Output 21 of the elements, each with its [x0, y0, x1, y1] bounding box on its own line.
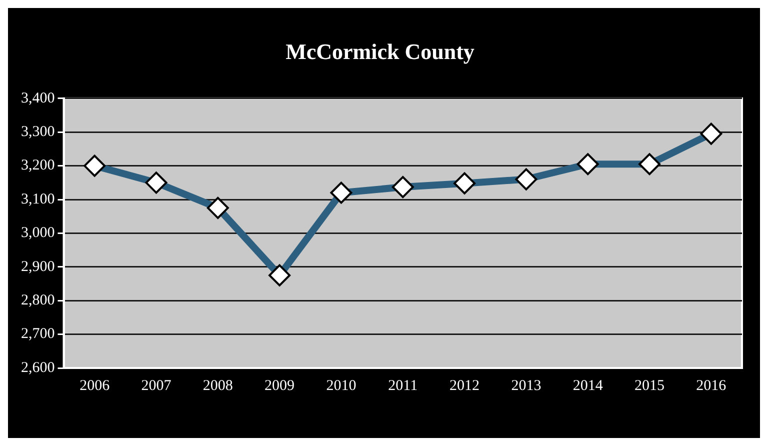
x-tick-label: 2012: [450, 378, 480, 394]
y-tick-label: 3,400: [21, 90, 55, 106]
y-tick-label: 3,200: [21, 158, 55, 174]
x-tick-label: 2006: [80, 378, 110, 394]
x-tick-label: 2014: [572, 378, 604, 394]
x-tick-label: 2013: [511, 378, 542, 394]
y-tick-label: 2,600: [21, 360, 55, 376]
y-tick-label: 2,900: [21, 258, 55, 275]
y-tick-label: 3,300: [21, 124, 55, 140]
x-tick-label: 2011: [388, 378, 418, 394]
x-tick-label: 2008: [202, 378, 233, 394]
x-tick-label: 2010: [326, 378, 356, 394]
x-tick-label: 2009: [264, 378, 295, 394]
y-tick-label: 3,000: [21, 225, 55, 242]
y-tick-label: 3,100: [21, 191, 55, 208]
x-tick-label: 2015: [634, 378, 665, 394]
y-tick-label: 2,700: [21, 326, 55, 342]
chart-title: McCormick County: [286, 38, 474, 64]
x-tick-label: 2016: [696, 378, 727, 394]
y-tick-label: 2,800: [21, 292, 55, 309]
x-tick-label: 2007: [141, 378, 172, 394]
